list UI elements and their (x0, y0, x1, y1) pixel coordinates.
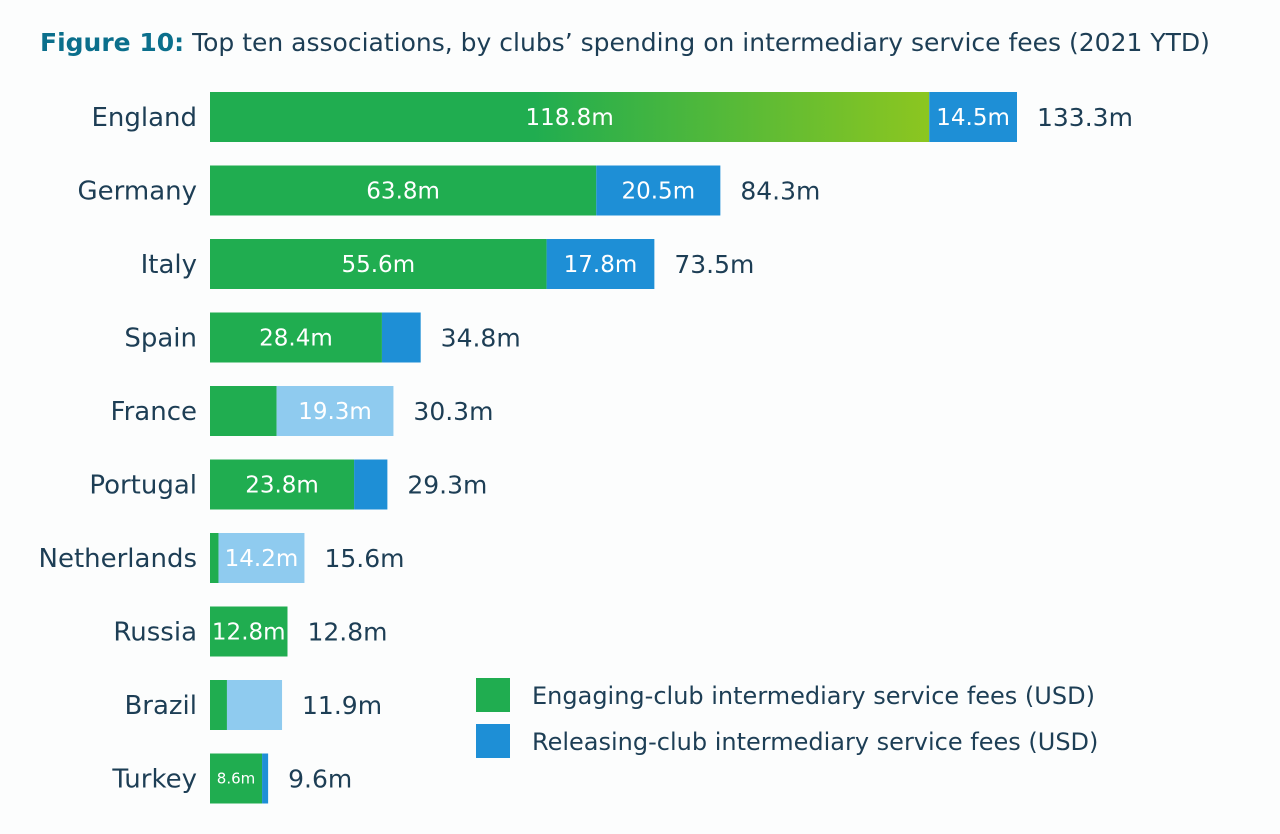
data-label-releasing-netherlands: 14.2m (225, 546, 299, 572)
category-label-brazil: Brazil (124, 691, 197, 721)
bar-releasing-portugal (354, 459, 388, 510)
bar-releasing-netherlands (218, 533, 305, 583)
bar-releasing-england (929, 92, 1017, 142)
category-label-germany: Germany (77, 177, 197, 207)
legend-label-engaging: Engaging-club intermediary service fees … (532, 682, 1095, 710)
total-label-netherlands: 15.6m (324, 544, 404, 573)
data-label-engaging-turkey: 8.6m (217, 770, 255, 788)
bar-engaging-england (210, 92, 930, 142)
bar-releasing-france (276, 386, 394, 436)
total-label-brazil: 11.9m (302, 691, 382, 720)
category-label-italy: Italy (141, 250, 197, 280)
bar-engaging-russia (210, 606, 288, 657)
data-label-releasing-france: 19.3m (298, 399, 372, 425)
bar-releasing-turkey (262, 753, 269, 804)
bar-engaging-turkey (210, 753, 263, 804)
data-label-releasing-italy: 17.8m (564, 252, 638, 278)
total-label-spain: 34.8m (441, 324, 521, 353)
bar-engaging-netherlands (210, 533, 219, 583)
total-label-germany: 84.3m (740, 177, 820, 206)
data-label-engaging-italy: 55.6m (341, 252, 415, 278)
bar-releasing-spain (381, 312, 421, 363)
chart-title: Figure 10: Top ten associations, by club… (40, 28, 1210, 57)
bar-releasing-germany (596, 165, 721, 216)
figure-number-label: Figure 10: (40, 28, 185, 57)
category-label-russia: Russia (113, 618, 197, 648)
bar-engaging-france (210, 386, 277, 436)
category-label-england: England (91, 103, 197, 133)
bar-engaging-spain (210, 312, 382, 363)
bar-releasing-brazil (226, 680, 283, 730)
category-label-spain: Spain (124, 324, 197, 354)
total-label-portugal: 29.3m (407, 471, 487, 500)
category-label-turkey: Turkey (111, 765, 197, 795)
data-label-engaging-england: 118.8m (525, 105, 613, 131)
bar-engaging-portugal (210, 459, 355, 510)
data-label-engaging-germany: 63.8m (366, 179, 440, 205)
bar-releasing-italy (546, 239, 655, 289)
bar-engaging-germany (210, 165, 597, 216)
total-label-france: 30.3m (413, 397, 493, 426)
figure-title-text: Top ten associations, by clubs’ spending… (192, 28, 1210, 57)
total-label-russia: 12.8m (307, 618, 387, 647)
data-label-engaging-russia: 12.8m (212, 620, 286, 646)
legend-swatch-releasing (476, 724, 510, 758)
bar-engaging-brazil (210, 680, 227, 730)
category-label-france: France (111, 397, 197, 427)
category-label-portugal: Portugal (89, 471, 197, 501)
total-label-england: 133.3m (1037, 103, 1133, 132)
total-label-italy: 73.5m (674, 250, 754, 279)
category-label-netherlands: Netherlands (39, 544, 198, 574)
data-label-engaging-portugal: 23.8m (245, 473, 319, 499)
total-label-turkey: 9.6m (288, 765, 352, 794)
legend-swatch-engaging (476, 678, 510, 712)
legend-label-releasing: Releasing-club intermediary service fees… (532, 728, 1098, 756)
bar-engaging-italy (210, 239, 547, 289)
data-label-releasing-england: 14.5m (936, 105, 1010, 131)
data-label-engaging-spain: 28.4m (259, 326, 333, 352)
data-label-releasing-germany: 20.5m (621, 179, 695, 205)
